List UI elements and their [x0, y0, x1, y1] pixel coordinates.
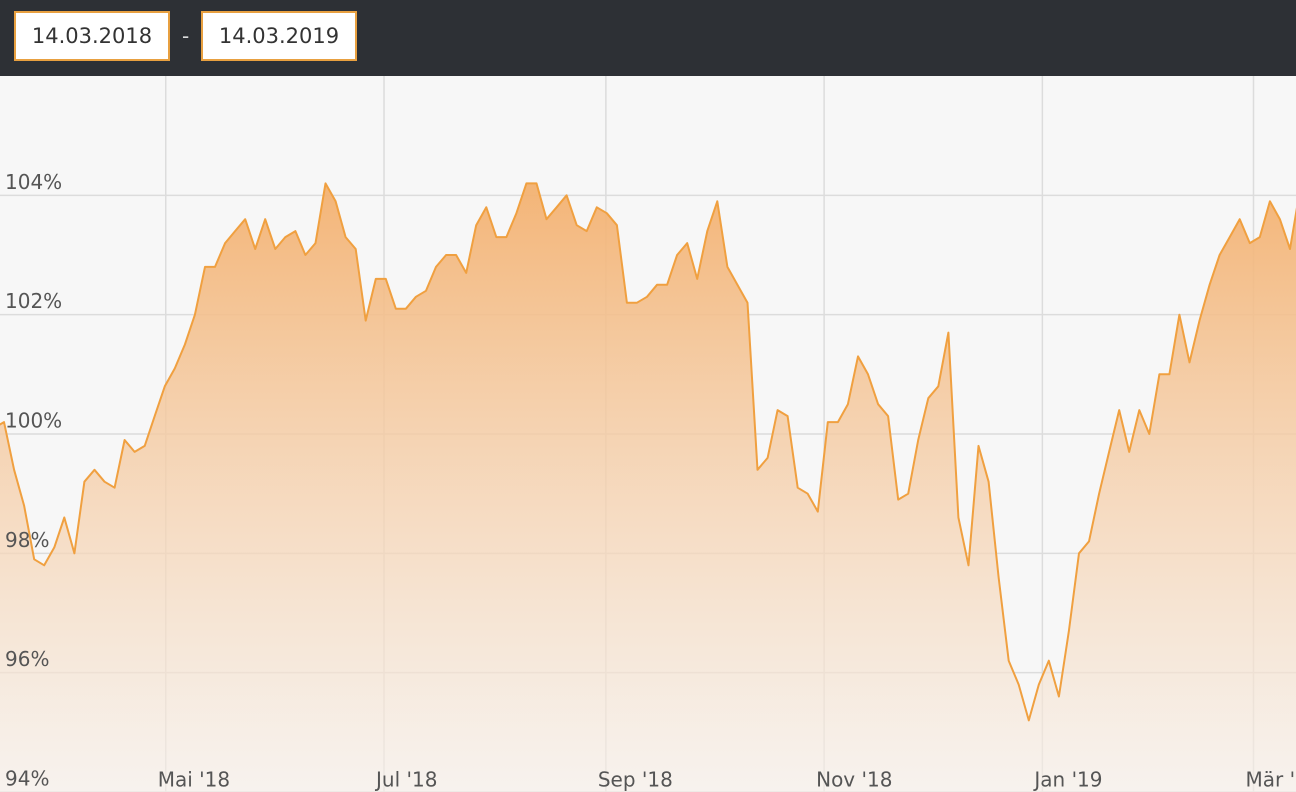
line [0, 182, 1296, 722]
y-tick-label: 104% [5, 170, 62, 194]
x-tick-label: Nov '18 [816, 768, 892, 792]
y-tick-label: 98% [5, 528, 49, 552]
area-fill [0, 183, 1296, 792]
y-tick-label: 96% [5, 647, 49, 671]
date-to[interactable]: 14.03.2019 [201, 11, 357, 61]
date-from[interactable]: 14.03.2018 [14, 11, 170, 61]
x-tick-label: Mär '19 [1245, 768, 1296, 792]
date-separator: - [182, 24, 190, 48]
x-tick-label: Jan '19 [1032, 768, 1102, 792]
toolbar: 14.03.2018 - 14.03.2019 [0, 0, 1296, 76]
x-tick-label: Sep '18 [598, 768, 673, 792]
x-tick-label: Mai '18 [158, 768, 230, 792]
y-tick-label: 94% [5, 767, 49, 791]
y-tick-label: 102% [5, 289, 62, 313]
x-tick-label: Jul '18 [374, 768, 437, 792]
y-tick-label: 100% [5, 409, 62, 433]
